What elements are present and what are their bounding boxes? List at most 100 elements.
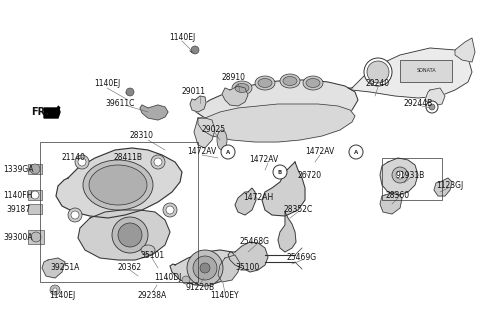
Text: 29011: 29011 [181,87,205,97]
Polygon shape [380,192,402,214]
Text: 39611C: 39611C [105,98,135,108]
Ellipse shape [283,76,297,86]
Polygon shape [425,88,445,106]
Ellipse shape [141,245,155,255]
Circle shape [187,250,223,286]
Text: 28910: 28910 [222,74,246,83]
Polygon shape [262,162,305,216]
Polygon shape [190,96,206,112]
Text: 35100: 35100 [236,263,260,272]
Text: 20362: 20362 [118,263,142,272]
Text: 1472AV: 1472AV [250,156,278,165]
Polygon shape [44,106,60,118]
Circle shape [273,165,287,179]
Polygon shape [56,148,182,218]
Text: 26720: 26720 [298,171,322,180]
Text: 39251A: 39251A [50,263,80,272]
Circle shape [429,104,435,110]
Text: FR.: FR. [31,107,49,117]
Text: 1472AH: 1472AH [243,193,273,202]
Circle shape [426,101,438,113]
Text: 1472AV: 1472AV [187,147,216,156]
Circle shape [193,256,217,280]
Circle shape [126,88,134,96]
Polygon shape [228,242,268,272]
Bar [382,158,442,200]
Ellipse shape [89,165,147,205]
Text: 1339GA: 1339GA [3,166,33,175]
Circle shape [182,276,190,284]
Text: 21140: 21140 [62,154,86,163]
Text: 39300A: 39300A [3,233,33,241]
Text: SONATA: SONATA [416,68,436,74]
Circle shape [75,155,89,169]
Text: 1140DJ: 1140DJ [154,273,182,283]
Ellipse shape [258,78,272,87]
Text: B: B [278,169,282,175]
Ellipse shape [306,78,320,87]
Circle shape [191,46,199,54]
Circle shape [367,61,389,83]
Text: 28411B: 28411B [113,154,143,163]
Polygon shape [348,48,472,98]
Polygon shape [42,258,65,278]
Circle shape [392,167,408,183]
Polygon shape [455,38,475,62]
Text: A: A [226,149,230,155]
Text: 29238A: 29238A [137,292,167,300]
Ellipse shape [280,74,300,88]
Ellipse shape [303,76,323,90]
Text: 29240: 29240 [366,79,390,88]
Ellipse shape [217,130,227,150]
Text: 1123GJ: 1123GJ [436,181,464,191]
Text: 28360: 28360 [386,191,410,201]
Bar [400,60,452,82]
Text: 1140EY: 1140EY [211,292,240,300]
Text: 29025: 29025 [202,125,226,134]
Circle shape [78,158,86,166]
Bar [28,164,42,174]
Text: A: A [354,149,358,155]
Text: 35101: 35101 [140,251,164,260]
Text: 39187: 39187 [6,205,30,214]
Polygon shape [434,178,452,196]
Text: 1140EJ: 1140EJ [49,291,75,299]
Circle shape [50,285,60,295]
Bar [28,230,44,244]
Circle shape [68,208,82,222]
Ellipse shape [255,76,275,90]
Text: 25468G: 25468G [240,237,270,247]
Polygon shape [198,104,355,142]
Ellipse shape [235,84,249,92]
Text: 28352C: 28352C [283,205,312,214]
Circle shape [71,211,79,219]
Polygon shape [78,210,170,260]
Circle shape [200,263,210,273]
Bar [28,204,42,214]
Text: 91931B: 91931B [396,171,425,180]
Circle shape [53,288,57,292]
Polygon shape [140,105,168,120]
Text: 1140FH: 1140FH [3,191,33,201]
Text: 1140EJ: 1140EJ [169,33,195,42]
Circle shape [112,217,148,253]
Circle shape [31,232,41,242]
Polygon shape [235,188,256,215]
Circle shape [30,164,40,174]
Circle shape [31,191,39,199]
Circle shape [151,155,165,169]
Circle shape [364,58,392,86]
Text: 91220B: 91220B [185,284,215,293]
Ellipse shape [232,81,252,95]
Bar [28,190,42,200]
Polygon shape [278,212,296,252]
Text: 25469G: 25469G [287,253,317,262]
Circle shape [166,206,174,214]
Polygon shape [194,118,215,148]
Circle shape [349,145,363,159]
Polygon shape [218,255,240,282]
Circle shape [396,171,404,179]
Circle shape [221,145,235,159]
Text: 1140EJ: 1140EJ [94,79,120,88]
Polygon shape [222,86,248,106]
